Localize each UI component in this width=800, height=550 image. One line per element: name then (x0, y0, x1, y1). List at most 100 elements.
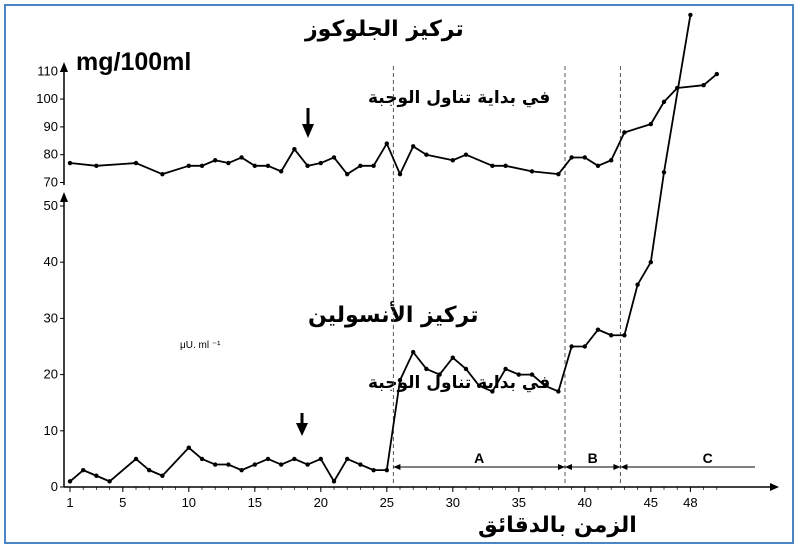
glucose-data-point (358, 163, 363, 169)
glucose-data-point (305, 163, 310, 169)
glucose-unit: mg/100ml (76, 48, 191, 76)
glucose-data-point (424, 152, 429, 157)
glucose-data-point (133, 160, 139, 166)
phase-label: A (474, 450, 484, 466)
x-tick-label: 30 (446, 495, 460, 510)
insulin-data-point (279, 462, 284, 467)
glucose-data-point (648, 121, 653, 127)
phase-label: B (588, 450, 598, 466)
glucose-y-tick-label: 80 (44, 147, 58, 162)
glucose-data-point (226, 160, 231, 166)
glucose-data-point (463, 152, 469, 157)
x-tick-label: 45 (644, 495, 658, 510)
glucose-data-point (595, 163, 601, 169)
glucose-data-point (252, 163, 257, 169)
insulin-data-point (411, 349, 416, 355)
phase-arrow-right-icon (613, 464, 621, 470)
glucose-data-point (490, 163, 495, 169)
glucose-data-point (397, 171, 403, 177)
insulin-data-point (635, 282, 640, 287)
glucose-data-point (661, 99, 667, 105)
x-axis-arrow-icon (770, 483, 779, 491)
glucose-data-point (450, 158, 455, 163)
glucose-data-point (94, 163, 99, 169)
insulin-data-point (305, 462, 310, 467)
insulin-data-point (345, 456, 350, 462)
glucose-title: تركيز الجلوكوز (304, 17, 464, 42)
glucose-data-point (199, 163, 205, 169)
glucose-data-point (582, 155, 587, 160)
insulin-data-point (543, 383, 548, 389)
glucose-data-point (371, 163, 376, 169)
glucose-data-point (213, 158, 218, 163)
insulin-data-point (133, 456, 139, 462)
x-tick-label: 10 (182, 495, 196, 510)
glucose-data-point (345, 171, 350, 177)
chart-frame (4, 4, 794, 544)
insulin-data-point (358, 462, 363, 467)
insulin-data-point (661, 170, 667, 175)
glucose-data-point (411, 144, 416, 149)
glucose-data-point (318, 160, 323, 166)
glucose-y-tick-label: 70 (44, 175, 58, 190)
insulin-data-point (622, 333, 627, 338)
insulin-data-point (226, 462, 231, 467)
insulin-data-point (67, 479, 73, 484)
glucose-data-point (714, 71, 719, 77)
x-tick-label: 20 (314, 495, 328, 510)
insulin-data-point (397, 378, 403, 383)
glucose-y-axis-arrow-icon (60, 62, 68, 72)
glucose-data-point (701, 83, 706, 88)
glucose-data-point (503, 163, 508, 169)
insulin-y-tick-label: 40 (44, 254, 58, 269)
glucose-data-point (529, 169, 535, 174)
x-tick-label: 25 (380, 495, 394, 510)
glucose-data-point (569, 155, 574, 160)
insulin-data-point (450, 355, 455, 360)
insulin-data-point (318, 456, 323, 462)
glucose-data-point (279, 169, 284, 174)
insulin-data-point (556, 389, 561, 394)
insulin-y-tick-label: 0 (51, 479, 58, 494)
insulin-data-point (503, 366, 508, 372)
insulin-data-point (199, 456, 205, 462)
phase-arrow-left-icon (620, 464, 628, 470)
glucose-data-point (622, 130, 627, 135)
x-tick-label: 5 (119, 495, 126, 510)
insulin-data-point (239, 467, 244, 473)
glucose-meal-annotation: في بداية تناول الوجبة (368, 88, 550, 108)
glucose-data-point (67, 160, 73, 166)
insulin-data-point (424, 366, 429, 372)
insulin-data-point (609, 333, 614, 338)
insulin-data-point (81, 467, 86, 473)
insulin-data-point (529, 372, 535, 377)
glucose-data-point (239, 155, 244, 160)
x-tick-label: 1 (66, 495, 73, 510)
insulin-meal-arrow-icon (296, 413, 308, 436)
insulin-data-point (688, 12, 693, 18)
insulin-data-point (516, 372, 521, 377)
insulin-data-point (384, 467, 389, 473)
glucose-data-point (186, 163, 191, 169)
insulin-data-point (463, 366, 469, 372)
insulin-y-tick-label: 20 (44, 367, 58, 382)
phase-label: C (703, 450, 713, 466)
glucose-data-point (609, 158, 614, 163)
glucose-meal-arrow-icon (302, 108, 314, 138)
insulin-data-point (490, 389, 495, 394)
insulin-data-point (648, 260, 653, 265)
x-axis-title: الزمن بالدقائق (478, 513, 637, 538)
insulin-data-point (160, 473, 165, 478)
insulin-data-point (186, 445, 191, 450)
glucose-data-point (160, 171, 165, 177)
glucose-data-point (384, 141, 389, 146)
insulin-data-point (213, 462, 218, 467)
x-tick-label: 40 (578, 495, 592, 510)
glucose-data-point (292, 146, 297, 152)
insulin-y-axis-arrow-icon (60, 192, 68, 202)
glucose-y-tick-label: 90 (44, 119, 58, 134)
phase-arrow-left-icon (565, 464, 572, 470)
phase-arrow-right-icon (558, 464, 565, 470)
